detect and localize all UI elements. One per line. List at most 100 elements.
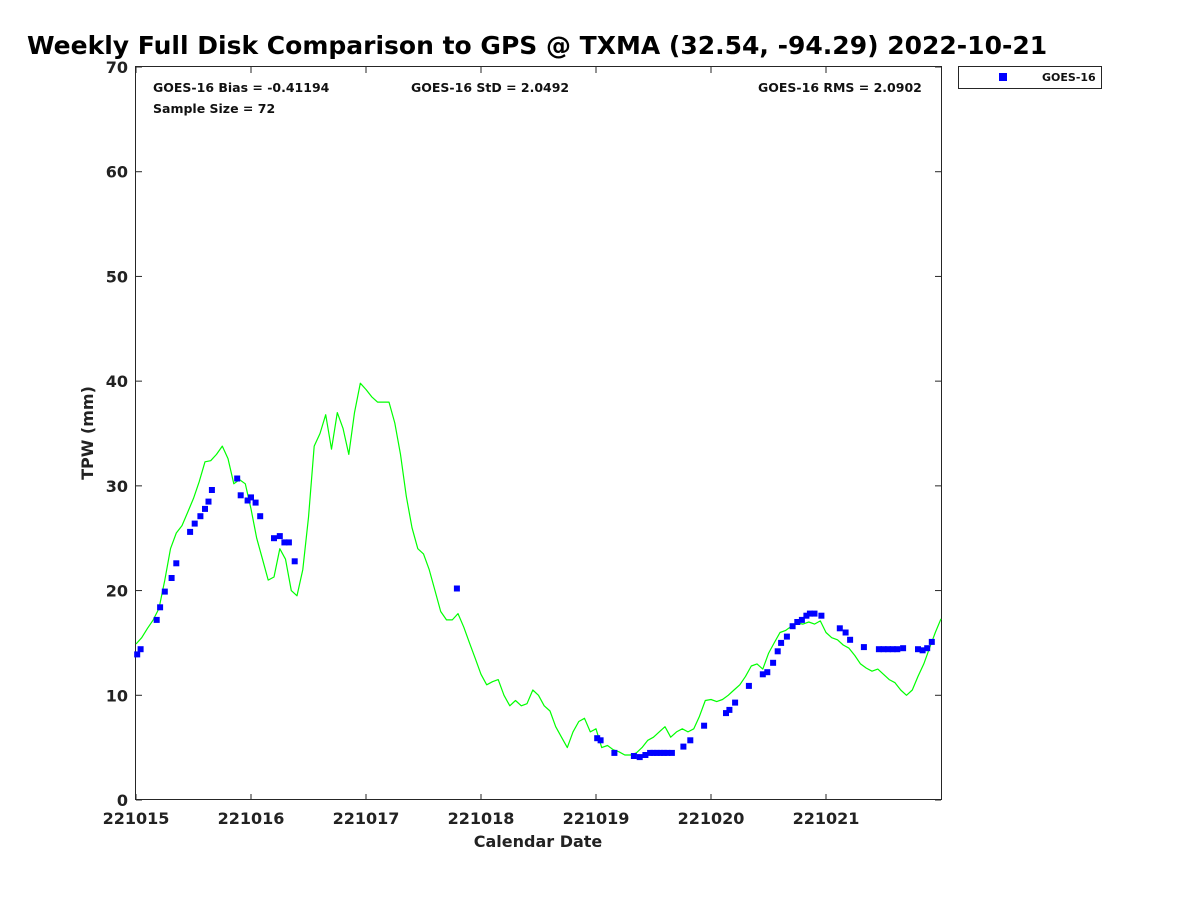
y-axis-label: TPW (mm) bbox=[78, 386, 97, 480]
goes16-point bbox=[680, 743, 687, 750]
goes16-point bbox=[789, 623, 796, 630]
legend-label-goes16: GOES-16 bbox=[1042, 71, 1096, 84]
goes16-point bbox=[234, 475, 241, 482]
goes16-point bbox=[811, 610, 818, 617]
goes16-point bbox=[157, 604, 164, 611]
x-tick-label: 221018 bbox=[448, 809, 515, 828]
goes16-point bbox=[794, 619, 801, 625]
y-tick-label: 20 bbox=[106, 582, 128, 601]
goes16-point bbox=[597, 737, 604, 744]
x-tick-label: 221015 bbox=[103, 809, 170, 828]
goes16-point bbox=[248, 494, 254, 501]
goes16-point bbox=[668, 749, 675, 756]
goes16-point bbox=[647, 749, 654, 756]
goes16-point bbox=[197, 513, 204, 520]
goes16-point bbox=[134, 651, 141, 658]
goes16-point bbox=[745, 682, 752, 689]
goes16-point bbox=[842, 629, 849, 636]
goes16-point bbox=[818, 612, 825, 619]
goes16-point bbox=[453, 585, 460, 592]
goes16-point bbox=[237, 492, 244, 499]
goes16-point bbox=[759, 671, 766, 678]
goes16-point bbox=[783, 633, 790, 640]
goes16-point bbox=[285, 539, 292, 546]
goes16-point bbox=[880, 646, 887, 653]
goes16-point bbox=[894, 646, 901, 653]
x-tick-label: 221019 bbox=[563, 809, 630, 828]
goes16-point bbox=[168, 575, 175, 581]
bias-stat: GOES-16 Bias = -0.41194 bbox=[153, 80, 330, 95]
gps-line bbox=[135, 382, 942, 756]
goes16-point bbox=[271, 535, 277, 542]
goes16-point bbox=[664, 749, 671, 756]
goes16-point bbox=[636, 754, 643, 761]
y-tick-label: 70 bbox=[106, 58, 128, 77]
goes16-point bbox=[657, 749, 664, 756]
goes16-point bbox=[798, 616, 805, 623]
legend-box bbox=[958, 66, 1102, 89]
plot-area bbox=[135, 66, 942, 800]
goes16-point bbox=[257, 513, 264, 520]
goes16-point bbox=[630, 753, 637, 759]
goes16-point bbox=[137, 646, 144, 653]
goes16-point bbox=[187, 528, 194, 535]
goes16-point bbox=[208, 487, 215, 493]
chart-title: Weekly Full Disk Comparison to GPS @ TXM… bbox=[27, 31, 1047, 60]
y-tick-label: 60 bbox=[106, 163, 128, 182]
goes16-point bbox=[153, 616, 160, 623]
goes16-point bbox=[205, 498, 212, 505]
rms-stat: GOES-16 RMS = 2.0902 bbox=[758, 80, 922, 95]
x-axis-ticks: 221015 221016 221017 221018 221019 221020 2210… bbox=[103, 67, 860, 828]
goes16-point bbox=[875, 646, 882, 653]
goes16-point bbox=[915, 646, 921, 653]
y-tick-label: 40 bbox=[106, 372, 128, 391]
x-tick-label: 221016 bbox=[218, 809, 285, 828]
goes16-point bbox=[806, 610, 813, 617]
goes16-point bbox=[252, 499, 259, 506]
goes16-point bbox=[611, 749, 618, 756]
goes16-point bbox=[161, 588, 168, 595]
goes16-series bbox=[134, 475, 935, 761]
x-tick-label: 221021 bbox=[793, 809, 860, 828]
goes16-point bbox=[885, 646, 892, 653]
goes16-point bbox=[774, 648, 781, 655]
goes16-point bbox=[770, 659, 777, 666]
goes16-point bbox=[732, 699, 739, 706]
goes16-point bbox=[723, 710, 729, 717]
goes16-point bbox=[642, 752, 649, 758]
goes16-point bbox=[244, 497, 251, 504]
goes16-point bbox=[687, 737, 694, 744]
legend-marker-goes16 bbox=[999, 73, 1007, 81]
goes16-point bbox=[860, 644, 867, 651]
goes16-point bbox=[202, 505, 208, 512]
goes16-point bbox=[660, 749, 667, 756]
goes16-point bbox=[291, 558, 298, 565]
y-tick-label: 10 bbox=[106, 686, 128, 705]
goes16-point bbox=[900, 645, 907, 652]
goes16-point bbox=[889, 646, 896, 653]
gps-series bbox=[135, 382, 942, 756]
x-tick-label: 221020 bbox=[678, 809, 745, 828]
goes16-point bbox=[836, 625, 843, 632]
y-tick-label: 0 bbox=[117, 791, 128, 810]
y-tick-label: 30 bbox=[106, 477, 128, 496]
goes16-point bbox=[778, 639, 785, 646]
goes16-point bbox=[847, 636, 854, 643]
y-axis-ticks: 0 10 20 30 40 50 60 70 bbox=[106, 58, 941, 810]
goes16-point bbox=[650, 749, 657, 756]
x-axis-label: Calendar Date bbox=[474, 832, 603, 851]
goes16-point bbox=[919, 647, 926, 654]
legend: GOES-16 bbox=[958, 66, 1102, 89]
goes16-point bbox=[803, 612, 810, 619]
goes16-point bbox=[764, 669, 771, 676]
x-tick-label: 221017 bbox=[333, 809, 400, 828]
std-stat: GOES-16 StD = 2.0492 bbox=[411, 80, 569, 95]
goes16-point bbox=[276, 533, 283, 540]
y-tick-label: 50 bbox=[106, 267, 128, 286]
goes16-point bbox=[281, 539, 288, 546]
goes16-point bbox=[928, 638, 935, 645]
goes16-point bbox=[726, 706, 733, 713]
goes16-point bbox=[701, 722, 708, 729]
goes16-point bbox=[173, 560, 180, 567]
